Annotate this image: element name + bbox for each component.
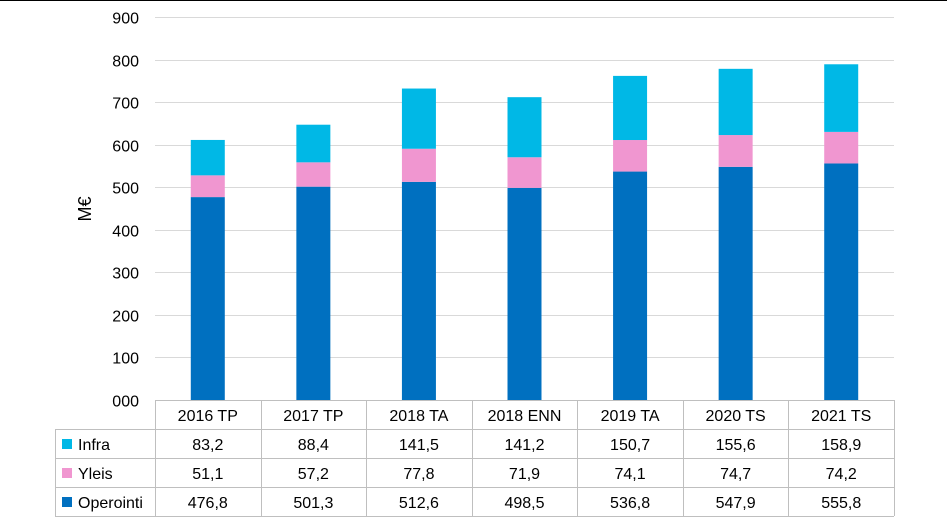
x-tick-label: 2018 TA — [389, 408, 448, 425]
bar-yleis-0 — [190, 175, 225, 198]
data-label: 141,2 — [504, 437, 544, 454]
bar-yleis-5 — [718, 135, 753, 167]
y-tick-label: 500 — [112, 181, 139, 198]
bar-operointi-0 — [190, 197, 225, 400]
legend-label-yleis: Yleis — [78, 466, 113, 483]
data-label: 536,8 — [610, 495, 650, 512]
data-label: 555,8 — [821, 495, 861, 512]
bar-operointi-2 — [401, 181, 436, 400]
y-tick-label: 900 — [112, 11, 139, 28]
x-tick-label: 2021 TS — [811, 408, 871, 425]
x-tick-label: 2017 TP — [283, 408, 343, 425]
y-tick-label: 000 — [112, 394, 139, 411]
data-label: 77,8 — [403, 466, 434, 483]
y-axis-label: M€ — [75, 196, 95, 221]
data-label: 88,4 — [298, 437, 329, 454]
bar-yleis-2 — [401, 148, 436, 182]
bar-operointi-3 — [507, 187, 542, 400]
gridlines — [155, 17, 894, 358]
y-tick-label: 800 — [112, 54, 139, 71]
top-border — [0, 0, 947, 1]
bar-infra-5 — [718, 68, 753, 136]
data-label: 74,2 — [826, 466, 857, 483]
bar-yleis-6 — [824, 131, 859, 164]
data-label: 547,9 — [716, 495, 756, 512]
legend-label-infra: Infra — [78, 437, 110, 454]
data-table: 2016 TP 2017 TP 2018 TA 2018 ENN 2019 TA 2020… — [55, 400, 895, 517]
bar-infra-3 — [507, 97, 542, 158]
bar-infra-1 — [296, 124, 331, 163]
data-label: 74,7 — [720, 466, 751, 483]
data-label: 150,7 — [610, 437, 650, 454]
bar-infra-4 — [613, 75, 648, 141]
bar-infra-0 — [190, 139, 225, 176]
data-label: 501,3 — [293, 495, 333, 512]
x-tick-label: 2016 TP — [178, 408, 238, 425]
data-label: 158,9 — [821, 437, 861, 454]
y-tick-label: 100 — [112, 351, 139, 368]
y-axis: 000 100 200 300 400 500 600 700 800 900 — [112, 11, 139, 411]
legend-key-infra — [62, 439, 72, 449]
data-label: 512,6 — [399, 495, 439, 512]
bar-infra-2 — [401, 88, 436, 149]
bar-yleis-1 — [296, 162, 331, 187]
data-label: 141,5 — [399, 437, 439, 454]
data-label: 57,2 — [298, 466, 329, 483]
bar-operointi-5 — [718, 166, 753, 400]
bar-yleis-3 — [507, 157, 542, 188]
data-label: 51,1 — [192, 466, 223, 483]
y-tick-label: 600 — [112, 139, 139, 156]
legend-key-yleis — [62, 468, 72, 478]
data-label: 498,5 — [504, 495, 544, 512]
bar-operointi-4 — [613, 171, 648, 400]
legend-label-operointi: Operointi — [78, 495, 143, 512]
data-label: 74,1 — [615, 466, 646, 483]
x-tick-label: 2018 ENN — [488, 408, 562, 425]
data-label: 71,9 — [509, 466, 540, 483]
bar-infra-6 — [824, 64, 859, 132]
x-tick-label: 2020 TS — [706, 408, 766, 425]
y-tick-label: 400 — [112, 224, 139, 241]
data-label: 83,2 — [192, 437, 223, 454]
bar-operointi-1 — [296, 186, 331, 400]
y-tick-label: 700 — [112, 96, 139, 113]
bar-operointi-6 — [824, 163, 859, 400]
x-tick-label: 2019 TA — [601, 408, 660, 425]
y-tick-label: 200 — [112, 309, 139, 326]
bars — [190, 64, 859, 400]
y-tick-label: 300 — [112, 266, 139, 283]
data-label: 155,6 — [716, 437, 756, 454]
data-label: 476,8 — [188, 495, 228, 512]
bar-yleis-4 — [613, 140, 648, 172]
legend-key-operointi — [62, 497, 72, 507]
